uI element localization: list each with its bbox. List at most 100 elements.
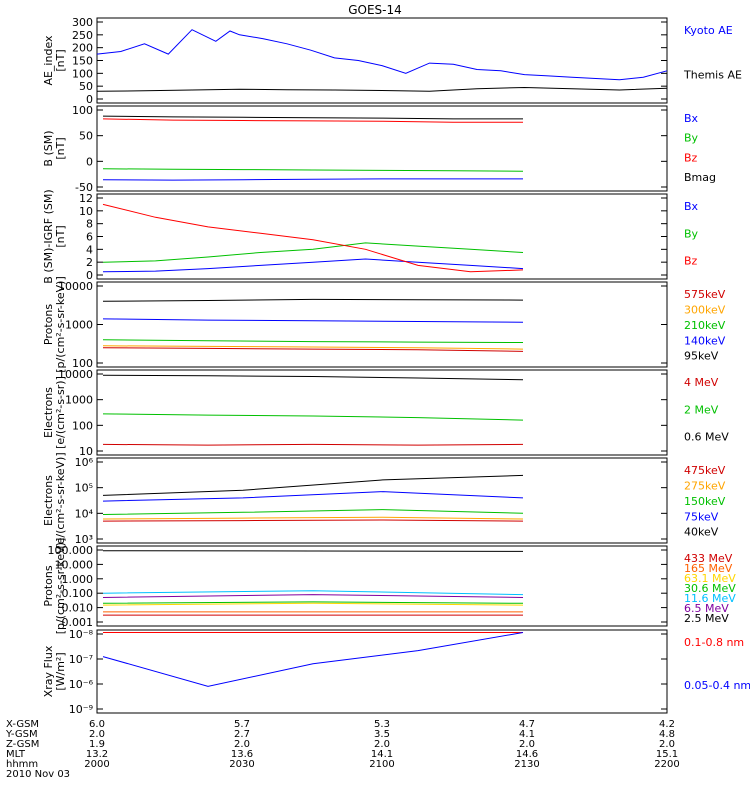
series-line-7-6 [102, 594, 524, 598]
series-line-6-2 [102, 516, 524, 520]
legend-entry: 575keV [684, 288, 726, 301]
series-line-3-2 [102, 242, 524, 263]
legend-entry: Bz [684, 151, 698, 164]
legend-entry: Bz [684, 255, 698, 268]
y-axis-label: [p/(cm²-s-sr-keV)] [54, 538, 67, 635]
y-tick-label: 10⁻⁹ [69, 703, 93, 716]
legend-entry: Bx [684, 200, 699, 213]
x-tick-value: 2.0 [659, 739, 675, 750]
y-tick-label: 0 [86, 269, 93, 282]
x-tick-value: 6.0 [89, 719, 105, 730]
x-row-label: 2010 Nov 03 [6, 769, 70, 780]
legend-entry: 275keV [684, 479, 726, 492]
legend-entry: 150keV [684, 495, 726, 508]
series-line-3-1 [102, 258, 524, 273]
y-tick-label: 10000 [58, 368, 93, 381]
series-line-7-4 [102, 601, 524, 604]
x-tick-value: 2.0 [234, 739, 250, 750]
series-line-4-5 [102, 298, 524, 302]
panel-frame [96, 281, 668, 368]
x-tick-value: 14.1 [371, 749, 393, 760]
legend-entry: 11.6 MeV [684, 592, 736, 605]
figure-title: GOES-14 [348, 3, 402, 17]
legend-entry: 30.6 MeV [684, 582, 736, 595]
series-line-2-1 [102, 178, 523, 181]
legend-entry: By [684, 227, 699, 240]
series-line-5-1 [102, 443, 524, 446]
series-line-6-3 [102, 509, 524, 515]
y-tick-label: 1000 [65, 394, 93, 407]
x-tick-value: 3.5 [374, 729, 390, 740]
x-tick-value: 4.1 [519, 729, 535, 740]
series-line-4-3 [102, 339, 524, 343]
legend-entry: 4 MeV [684, 376, 719, 389]
y-tick-label: 10⁻⁶ [69, 678, 94, 691]
x-tick-value: 2130 [514, 759, 539, 770]
y-tick-label: 10 [79, 445, 93, 458]
legend-entry: 475keV [684, 464, 726, 477]
legend-entry: Bmag [684, 171, 716, 184]
legend-entry: 300keV [684, 303, 726, 316]
panel-frame [96, 457, 668, 544]
panel-frame [96, 545, 668, 627]
series-line-6-4 [102, 491, 524, 502]
y-axis-label: [p/(cm²-s-sr-keV)] [54, 276, 67, 373]
y-tick-label: 8 [86, 218, 93, 231]
legend-entry: 210keV [684, 319, 726, 332]
panel-frame [96, 193, 668, 280]
y-tick-label: 10⁵ [75, 482, 93, 495]
legend-entry: 63.1 MeV [684, 572, 736, 585]
y-axis-label: [nT] [54, 137, 67, 159]
legend-entry: 0.1-0.8 nm [684, 636, 744, 649]
x-tick-value: 15.1 [656, 749, 678, 760]
legend-entry: 0.6 MeV [684, 431, 729, 444]
y-axis-label: [nT] [54, 49, 67, 71]
panel-2: 100 50 0 -50 B (SM) [nT] Bx By Bz Bmag [42, 104, 716, 194]
y-tick-label: 0.001 [62, 616, 94, 629]
series-line-3-3 [102, 203, 524, 273]
series-line-5-2 [102, 413, 524, 421]
x-tick-value: 2.0 [89, 729, 105, 740]
x-tick-value: 13.2 [86, 749, 108, 760]
series-line-6-1 [102, 519, 524, 522]
series-line-7-3 [102, 602, 524, 606]
series-line-4-2 [102, 345, 524, 350]
y-axis-label: [W/m²] [54, 652, 67, 690]
x-row-label: hhmm [6, 759, 38, 770]
legend-entry: 2 MeV [684, 403, 719, 416]
legend-entry: 6.5 MeV [684, 602, 729, 615]
y-tick-label: 100 [72, 419, 93, 432]
x-tick-value: 4.7 [519, 719, 535, 730]
panel-4: 10000 1000 100 Protons [p/(cm²-s-sr-keV)] 575… [42, 276, 726, 373]
legend-entry: 433 MeV [684, 552, 733, 565]
y-tick-label: 200 [72, 42, 93, 55]
y-tick-label: 10³ [75, 533, 93, 546]
panel-frame [96, 369, 668, 456]
x-tick-value: 13.6 [231, 749, 253, 760]
y-tick-label: 100 [72, 357, 93, 370]
legend-entry: 75keV [684, 510, 719, 523]
y-axis-label: AE_index [42, 35, 55, 86]
x-tick-value: 14.6 [516, 749, 538, 760]
x-tick-value: 1.9 [89, 739, 105, 750]
series-line-2-2 [102, 168, 524, 172]
y-axis-label: Electrons [42, 475, 55, 526]
y-tick-label: 10⁶ [75, 456, 94, 469]
x-tick-value: 2000 [84, 759, 109, 770]
y-axis-label: Protons [42, 304, 55, 345]
x-row-label: Z-GSM [6, 739, 39, 750]
y-tick-label: 10⁻⁷ [69, 653, 93, 666]
y-tick-label: 300 [72, 16, 93, 29]
y-tick-label: 10 [79, 205, 93, 218]
y-axis-label: B (SM)-IGRF (SM) [42, 189, 55, 283]
x-tick-value: 4.8 [659, 729, 675, 740]
x-tick-value: 5.7 [234, 719, 250, 730]
legend-entry: 165 MeV [684, 562, 733, 575]
panel-8: 10⁻⁸ 10⁻⁷ 10⁻⁶ 10⁻⁹ Xray Flux [W/m²] 0.1-0.8 n… [42, 628, 750, 716]
y-tick-label: 0 [86, 155, 93, 168]
